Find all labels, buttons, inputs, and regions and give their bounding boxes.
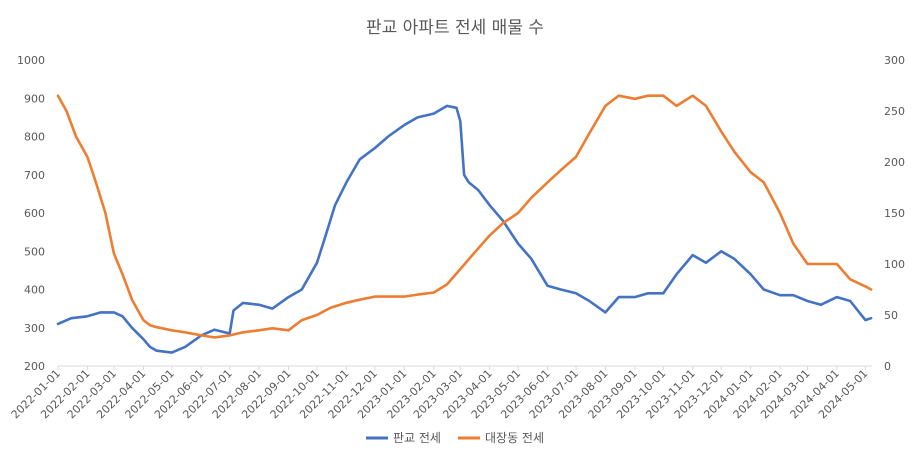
y-left-tick-label: 900 bbox=[24, 92, 45, 105]
y-right-tick-label: 100 bbox=[884, 258, 905, 271]
y-left-tick-label: 200 bbox=[24, 360, 45, 373]
series-layer bbox=[56, 94, 873, 354]
y-axis-left: 200 300 400 500 600 700 800 900 1000 bbox=[17, 54, 45, 373]
y-right-tick-label: 150 bbox=[884, 207, 905, 220]
legend-label: 대장동 전세 bbox=[485, 431, 544, 445]
y-left-tick-label: 600 bbox=[24, 207, 45, 220]
y-axis-right: 0 50 100 150 200 250 300 bbox=[884, 54, 905, 373]
series-line-left bbox=[56, 104, 873, 354]
y-left-tick-label: 500 bbox=[24, 245, 45, 258]
y-right-tick-label: 250 bbox=[884, 105, 905, 118]
y-left-tick-label: 1000 bbox=[17, 54, 45, 67]
legend-label: 판교 전세 bbox=[393, 431, 441, 445]
y-left-tick-label: 700 bbox=[24, 169, 45, 182]
y-left-tick-label: 300 bbox=[24, 322, 45, 335]
y-left-tick-label: 800 bbox=[24, 131, 45, 144]
y-right-tick-label: 50 bbox=[884, 309, 898, 322]
legend: 판교 전세 대장동 전세 bbox=[366, 431, 544, 445]
chart-title: 판교 아파트 전세 매물 수 bbox=[366, 18, 544, 38]
y-right-tick-label: 0 bbox=[884, 360, 891, 373]
y-right-tick-label: 200 bbox=[884, 156, 905, 169]
series-line-right bbox=[56, 94, 873, 339]
y-right-tick-label: 300 bbox=[884, 54, 905, 67]
y-left-tick-label: 400 bbox=[24, 284, 45, 297]
